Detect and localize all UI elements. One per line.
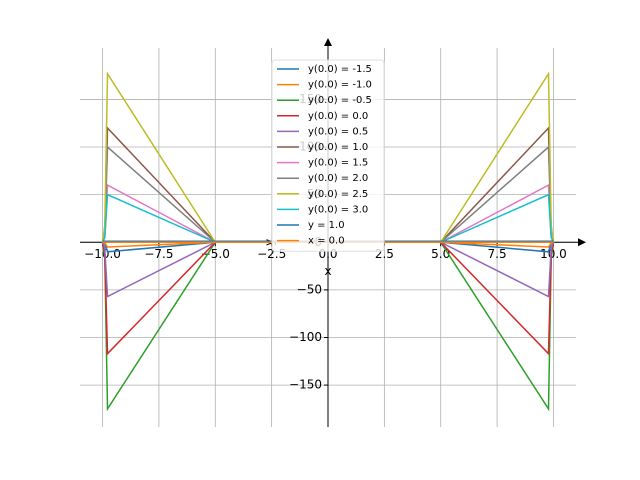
legend-label: y(0.0) = 2.0: [308, 173, 368, 184]
legend-label: y(0.0) = 3.0: [308, 204, 368, 215]
legend-label: y(0.0) = 1.0: [308, 142, 368, 153]
y-tick-label: −50: [297, 282, 322, 296]
y-tick-label: −150: [289, 378, 322, 392]
x-arrow: [578, 238, 586, 247]
legend-label: y(0.0) = -1.0: [308, 80, 372, 91]
legend-label: y(0.0) = 0.5: [308, 126, 368, 137]
legend-box: [271, 59, 385, 252]
legend: y(0.0) = -1.5 y(0.0) = -1.0 y(0.0) = -0.5 y…: [271, 59, 385, 252]
legend-label: x = 0.0: [308, 236, 345, 247]
y-tick-label: −100: [289, 330, 322, 344]
x-tick-label: 7.5: [488, 247, 507, 261]
legend-label: y = 1.0: [308, 220, 345, 231]
x-tick-label: −7.5: [144, 247, 173, 261]
legend-label: y(0.0) = 2.5: [308, 189, 368, 200]
x-axis-label: x: [324, 264, 331, 278]
legend-label: y(0.0) = 1.5: [308, 158, 368, 169]
x-tick-label: −10.0: [84, 247, 121, 261]
legend-label: y(0.0) = -0.5: [308, 95, 372, 106]
legend-label: y(0.0) = -1.5: [308, 64, 372, 75]
x-tick-label: 10.0: [540, 247, 567, 261]
y-arrow: [324, 38, 332, 46]
legend-label: y(0.0) = 0.0: [308, 111, 368, 122]
